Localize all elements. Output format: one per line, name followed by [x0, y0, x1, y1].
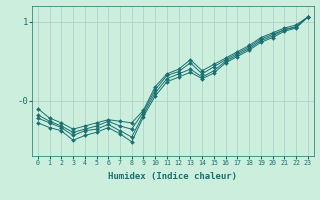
X-axis label: Humidex (Indice chaleur): Humidex (Indice chaleur) — [108, 172, 237, 181]
